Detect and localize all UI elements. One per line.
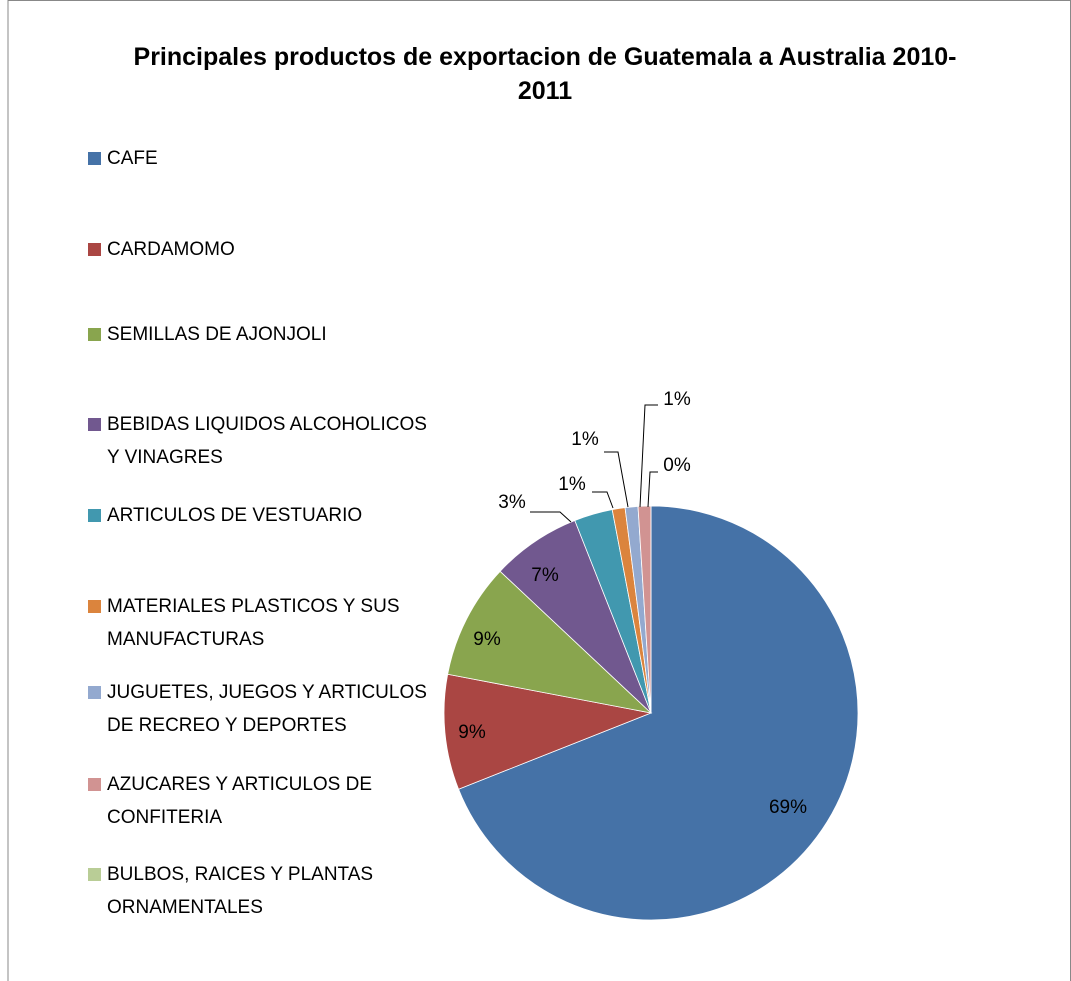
legend-item: SEMILLAS DE AJONJOLI <box>88 318 433 351</box>
legend-label: AZUCARES Y ARTICULOS DE CONFITERIA <box>107 774 373 828</box>
legend-label: ARTICULOS DE VESTUARIO <box>107 505 363 526</box>
data-label: 1% <box>571 429 599 450</box>
chart-title: Principales productos de exportacion de … <box>133 43 957 105</box>
legend-swatch <box>88 243 101 256</box>
legend-label: MATERIALES PLASTICOS Y SUS MANUFACTURAS <box>107 596 400 650</box>
legend-swatch <box>88 686 101 699</box>
legend-swatch <box>88 152 101 165</box>
legend-label: CARDAMOMO <box>107 239 235 260</box>
legend-item: CARDAMOMO <box>88 233 433 266</box>
data-label: 0% <box>663 455 691 476</box>
leader-line <box>592 491 614 509</box>
leader-line <box>530 511 572 523</box>
data-label: 1% <box>558 474 586 495</box>
legend-swatch <box>88 418 101 431</box>
legend-label: SEMILLAS DE AJONJOLI <box>107 324 327 345</box>
leader-line <box>647 471 658 508</box>
data-label: 9% <box>473 629 501 650</box>
pie-slice <box>447 570 653 714</box>
legend-item: BEBIDAS LIQUIDOS ALCOHOLICOS Y VINAGRES <box>88 408 433 474</box>
pie-slice <box>458 505 859 921</box>
leader-line <box>639 404 658 508</box>
data-label: 1% <box>663 389 691 410</box>
legend-item: JUGUETES, JUEGOS Y ARTICULOS DE RECREO Y… <box>88 676 433 742</box>
data-label: 69% <box>769 797 807 818</box>
legend-item: BULBOS, RAICES Y PLANTAS ORNAMENTALES <box>88 858 433 924</box>
data-label: 3% <box>498 492 526 513</box>
data-label: 7% <box>531 565 559 586</box>
legend-label: JUGUETES, JUEGOS Y ARTICULOS DE RECREO Y… <box>107 682 427 736</box>
leader-line <box>604 451 629 508</box>
legend-label: BULBOS, RAICES Y PLANTAS ORNAMENTALES <box>107 864 374 918</box>
legend-swatch <box>88 778 101 791</box>
legend-item: ARTICULOS DE VESTUARIO <box>88 499 433 532</box>
legend-label: BEBIDAS LIQUIDOS ALCOHOLICOS Y VINAGRES <box>107 414 427 468</box>
data-label: 9% <box>458 722 486 743</box>
legend-label: CAFE <box>107 148 158 169</box>
legend-swatch <box>88 600 101 613</box>
pie-slice <box>443 673 653 790</box>
legend-swatch <box>88 328 101 341</box>
legend-item: AZUCARES Y ARTICULOS DE CONFITERIA <box>88 768 433 834</box>
legend-item: CAFE <box>88 142 433 175</box>
legend-swatch <box>88 509 101 522</box>
legend-swatch <box>88 868 101 881</box>
legend-item: MATERIALES PLASTICOS Y SUS MANUFACTURAS <box>88 590 433 656</box>
